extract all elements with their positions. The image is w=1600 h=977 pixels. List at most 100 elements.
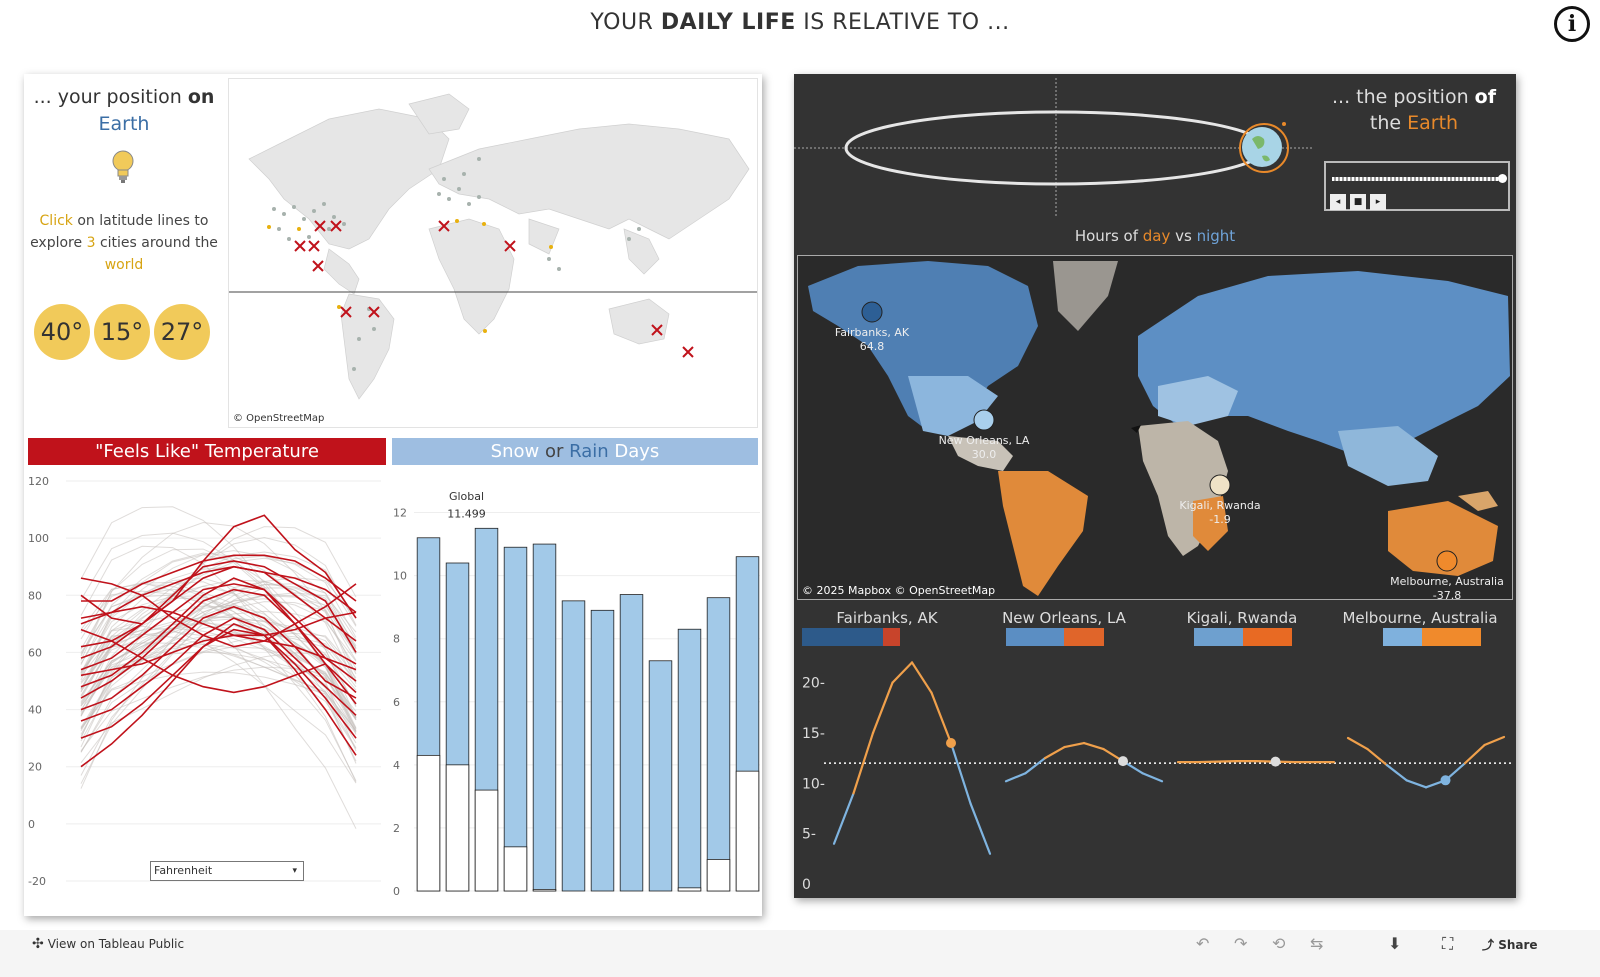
daylight-segment — [1405, 779, 1428, 789]
lightbulb-icon — [112, 150, 134, 183]
y-tick-label: 100 — [28, 532, 49, 545]
rain-bar — [590, 609, 615, 892]
latitude-button-27[interactable]: 27° — [154, 304, 210, 360]
y-tick-label: 0 — [393, 885, 400, 898]
snow-bar — [416, 754, 441, 892]
snow-bar — [677, 887, 702, 892]
city-label-new-orleans: New Orleans, LA — [1002, 609, 1126, 627]
y-tick-label: 40 — [28, 704, 42, 717]
info-icon[interactable]: i — [1554, 6, 1590, 42]
snow-bar — [735, 770, 760, 892]
city-pin-value: -37.8 — [1433, 589, 1461, 600]
background-series-line — [80, 577, 357, 705]
y-tick-label: 120 — [28, 475, 49, 488]
background-series-line — [80, 545, 357, 783]
daylight-chart[interactable]: 0 5- 10- 15- 20- — [794, 646, 1516, 896]
daylight-segment — [1463, 743, 1486, 765]
refresh-icon[interactable]: ⇆ — [1310, 934, 1324, 953]
daylight-segment — [1346, 736, 1369, 751]
night-bar — [1383, 628, 1422, 646]
city-pin-value: 64.8 — [860, 340, 885, 353]
night-bar — [1194, 628, 1243, 646]
y-tick-label: 8 — [393, 633, 400, 646]
chevron-down-icon: ▾ — [292, 866, 297, 876]
latitude-button-40[interactable]: 40° — [34, 304, 90, 360]
stop-icon[interactable]: ■ — [1350, 194, 1366, 210]
snow-bar — [445, 764, 470, 892]
highlight-series-line — [80, 588, 357, 705]
latitude-button-15[interactable]: 15° — [94, 304, 150, 360]
rain-bar — [532, 543, 557, 892]
background-series-line — [80, 646, 357, 753]
background-series-line — [80, 551, 357, 690]
revert-icon[interactable]: ⟲ — [1272, 934, 1286, 953]
y-tick-label: 20 — [28, 761, 42, 774]
current-day-dot — [1270, 756, 1281, 767]
y-tick-label: 12 — [393, 507, 407, 520]
daylight-segment — [1483, 735, 1506, 747]
y-tick-label: 15- — [802, 726, 825, 742]
highlight-series-line — [80, 514, 357, 625]
download-icon[interactable]: ⬇ — [1388, 934, 1402, 953]
y-tick-label: 5- — [802, 827, 816, 843]
background-series-line — [80, 671, 357, 734]
previous-icon[interactable]: ◂ — [1330, 194, 1346, 210]
background-series-line — [80, 532, 357, 708]
daylight-segment — [1004, 772, 1027, 783]
highlight-series-line — [80, 577, 357, 688]
orbit-diagram — [794, 78, 1314, 218]
background-series-line — [80, 550, 357, 673]
rain-bar — [619, 594, 644, 892]
redo-icon[interactable]: ↷ — [1234, 934, 1248, 953]
city-pin-label: Melbourne, Australia — [1390, 575, 1504, 588]
y-tick-label: 4 — [393, 759, 400, 772]
undo-icon[interactable]: ↶ — [1196, 934, 1210, 953]
slider-track[interactable] — [1332, 177, 1502, 181]
daylight-segment — [1215, 760, 1238, 763]
hours-title: Hours of day vs night — [1074, 227, 1236, 245]
next-icon[interactable]: ▸ — [1370, 194, 1386, 210]
daylight-segment — [1043, 745, 1066, 760]
right-panel: ... the position of the Earth ◂ ■ ▸ Hour… — [794, 74, 1516, 898]
date-slider[interactable]: ◂ ■ ▸ — [1324, 161, 1510, 211]
daylight-map-graphic — [808, 261, 1510, 596]
background-series-line — [80, 666, 357, 752]
selected-city-markers — [294, 220, 694, 358]
feels-like-chart[interactable]: -20 0 20 40 60 80 100 120 — [26, 469, 386, 914]
daylight-map[interactable]: Fairbanks, AK 64.8 New Orleans, LA 30.0 Kiga… — [797, 255, 1513, 600]
daylight-segment — [891, 661, 914, 684]
map-credit-right: © 2025 Mapbox © OpenStreetMap — [802, 584, 996, 597]
day-bar — [1243, 628, 1292, 646]
daylight-segment — [871, 681, 894, 735]
city-pin-value: -1.9 — [1209, 513, 1230, 526]
y-tick-label: -20 — [28, 875, 46, 888]
share-icon: ⤴ — [1482, 938, 1499, 952]
highlight-series-line — [80, 565, 357, 625]
daylight-segment — [969, 802, 992, 855]
title-pre: YOUR — [590, 10, 661, 35]
highlight-series-line — [80, 628, 357, 694]
fullscreen-icon[interactable]: ⛶ — [1442, 934, 1454, 953]
background-series-line — [80, 536, 357, 739]
snow-rain-chart[interactable]: 0 2 4 6 8 10 12 Global 11.499 — [390, 469, 760, 914]
share-button[interactable]: ⤴ Share — [1482, 938, 1538, 952]
snow-rain-header: Snow or Rain Days — [392, 438, 758, 465]
night-bar — [1006, 628, 1064, 646]
highlight-series-line — [80, 634, 357, 677]
earth-orbit-halo — [1239, 123, 1289, 173]
day-bar — [1064, 628, 1104, 646]
city-pin-label: New Orleans, LA — [939, 434, 1030, 447]
world-cities-map[interactable]: © OpenStreetMap — [228, 78, 758, 428]
current-day-dot — [1118, 756, 1128, 767]
slider-handle[interactable] — [1498, 174, 1507, 183]
y-tick-label: 6 — [393, 696, 400, 709]
background-series-line — [80, 623, 357, 744]
snow-bar — [503, 846, 528, 892]
highlight-series-line — [80, 577, 357, 648]
day-bar — [883, 628, 900, 646]
view-on-tableau-link[interactable]: ✣ View on Tableau Public — [32, 936, 185, 952]
unit-dropdown[interactable]: Fahrenheit ▾ — [150, 861, 304, 881]
y-tick-label: 60 — [28, 646, 42, 659]
